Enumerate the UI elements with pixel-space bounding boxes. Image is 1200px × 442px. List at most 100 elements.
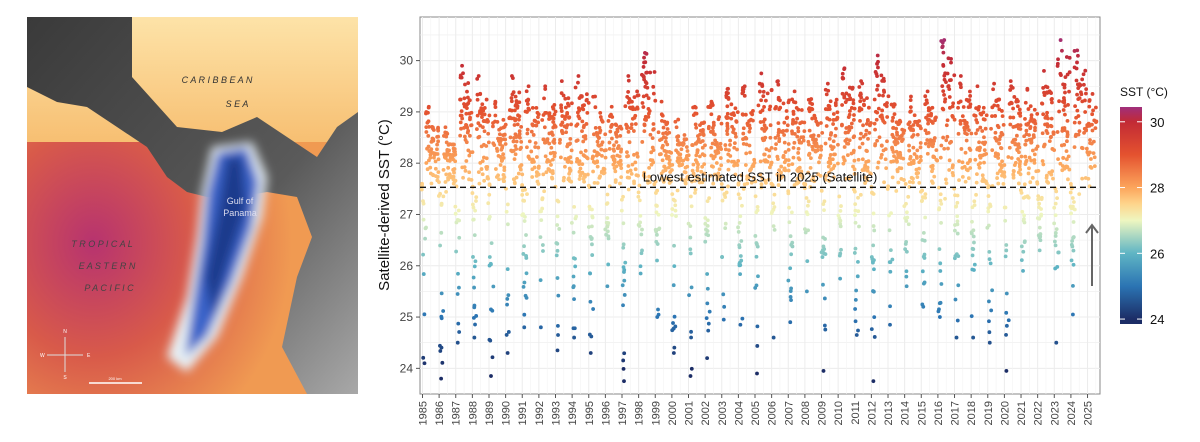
data-point [458, 97, 463, 102]
data-point [803, 227, 807, 232]
data-point [841, 155, 846, 160]
data-point [973, 157, 978, 162]
data-point [441, 194, 446, 199]
data-point [637, 224, 642, 228]
data-point [467, 170, 472, 175]
data-point [473, 208, 478, 213]
data-point [1027, 155, 1032, 160]
data-point [1081, 82, 1086, 87]
data-point [708, 173, 713, 178]
data-point [521, 284, 526, 289]
data-point [725, 104, 730, 109]
data-point [805, 259, 810, 264]
data-point-annual-max [825, 81, 830, 86]
data-point [509, 99, 514, 104]
data-point [970, 267, 975, 272]
data-point [642, 55, 646, 60]
data-point [595, 181, 600, 185]
data-point [672, 243, 676, 248]
data-point [429, 139, 434, 144]
data-point [810, 107, 815, 112]
data-point [512, 108, 517, 113]
data-point [852, 172, 857, 176]
data-point [590, 207, 594, 212]
data-point [1078, 83, 1083, 88]
data-point [716, 150, 721, 155]
data-point [883, 157, 888, 162]
data-point [626, 164, 631, 168]
data-point [996, 181, 1001, 186]
data-point [1041, 144, 1046, 149]
data-point [1013, 142, 1018, 147]
data-point [942, 77, 947, 82]
data-point-annual-max [1090, 92, 1095, 96]
data-point [1083, 98, 1087, 103]
data-point [534, 123, 539, 128]
data-point [800, 175, 805, 180]
data-point [505, 202, 510, 207]
up-arrow-icon [1085, 223, 1099, 286]
data-point [555, 248, 560, 253]
data-point [1007, 145, 1012, 150]
data-point [973, 113, 978, 118]
data-point [851, 164, 855, 169]
data-point [1001, 122, 1006, 127]
data-point [472, 305, 477, 310]
data-point [908, 98, 913, 103]
data-point [755, 242, 759, 247]
data-point [923, 94, 928, 99]
data-point [840, 103, 845, 107]
data-point [767, 154, 772, 159]
data-point [1037, 205, 1041, 210]
data-point [1039, 197, 1044, 202]
data-point [978, 145, 982, 150]
data-point [612, 143, 616, 148]
data-point [671, 321, 675, 325]
data-point [1021, 195, 1026, 200]
data-point [1053, 231, 1058, 235]
data-point [632, 152, 636, 157]
data-point [1067, 70, 1072, 75]
data-point [655, 204, 659, 208]
data-point [445, 148, 450, 153]
data-point [861, 123, 865, 128]
data-point [990, 288, 995, 293]
data-point [493, 119, 497, 124]
data-point [735, 163, 740, 167]
data-point [562, 175, 566, 180]
data-point [852, 187, 856, 192]
data-point [791, 145, 796, 150]
data-point [1035, 112, 1040, 116]
data-point [551, 120, 556, 124]
data-point [902, 204, 907, 209]
data-point [569, 148, 574, 153]
y-axis-title: Satellite-derived SST (°C) [376, 119, 393, 291]
data-point-annual-min [671, 351, 676, 355]
data-point [912, 152, 917, 156]
data-point [738, 196, 742, 201]
data-point [514, 139, 519, 144]
data-point [453, 152, 458, 157]
data-point [1086, 176, 1091, 181]
data-point-annual-min [588, 351, 593, 355]
data-point [1027, 166, 1031, 171]
data-point [722, 193, 727, 197]
data-point [887, 228, 892, 233]
data-point [925, 138, 930, 142]
data-point [852, 113, 856, 117]
data-point [743, 112, 748, 117]
data-point [1041, 162, 1046, 167]
data-point [473, 322, 477, 327]
data-point [978, 125, 983, 130]
data-point [885, 115, 890, 119]
data-point [786, 158, 791, 163]
data-point [481, 108, 486, 113]
x-tick-label: 2013 [883, 401, 895, 425]
data-point [982, 135, 986, 140]
data-point [976, 162, 981, 167]
data-point-annual-min [1021, 268, 1025, 273]
data-point [733, 106, 738, 111]
data-point [1030, 175, 1035, 180]
data-point [762, 152, 767, 157]
data-point [1090, 128, 1095, 133]
